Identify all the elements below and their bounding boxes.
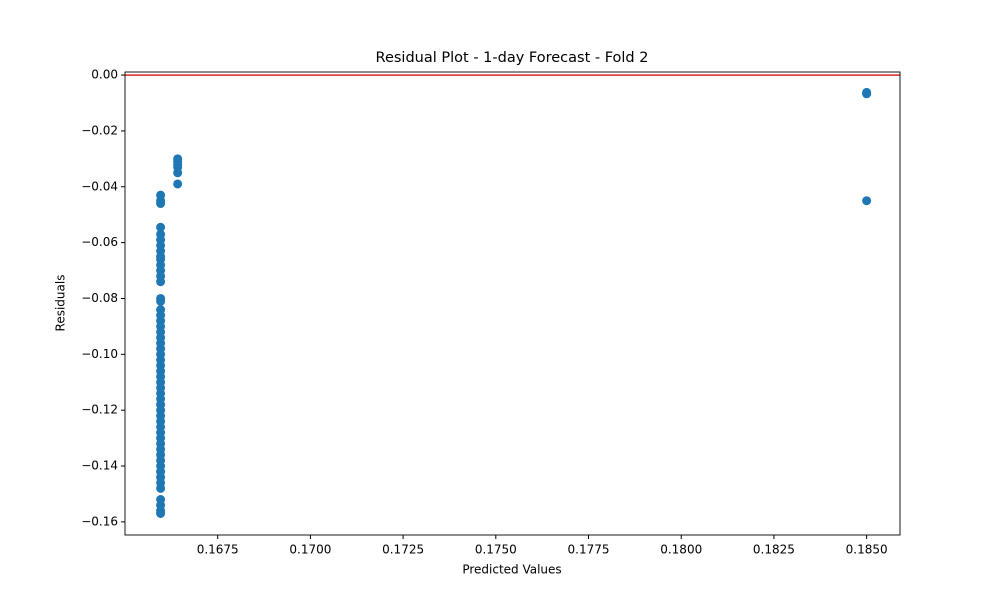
point [173,179,183,189]
point [156,277,166,287]
x-tick-label: 0.1850 [846,543,888,557]
y-tick-label: 0.00 [91,68,118,82]
x-axis-label: Predicted Values [462,563,561,577]
x-tick-label: 0.1675 [197,543,239,557]
point [862,89,872,99]
y-tick-label: −0.04 [81,179,118,193]
y-tick-label: −0.02 [81,123,118,137]
point [156,508,166,518]
y-tick-label: −0.14 [81,459,118,473]
y-tick-label: −0.16 [81,514,118,528]
point [156,199,166,209]
y-tick-label: −0.12 [81,403,118,417]
chart-title: Residual Plot - 1-day Forecast - Fold 2 [376,50,649,66]
plot-frame [124,71,901,536]
point [862,196,872,206]
point [173,168,183,178]
x-tick-label: 0.1700 [289,543,331,557]
x-tick-label: 0.1800 [660,543,702,557]
x-tick-label: 0.1775 [568,543,610,557]
point [156,222,166,232]
y-tick-label: −0.06 [81,235,118,249]
x-tick-label: 0.1725 [382,543,424,557]
x-tick-label: 0.1825 [753,543,795,557]
y-tick-label: −0.08 [81,291,118,305]
point [156,296,166,306]
point [156,483,166,493]
x-tick-label: 0.1750 [475,543,517,557]
y-tick-label: −0.10 [81,347,118,361]
y-axis-label: Residuals [54,275,68,332]
